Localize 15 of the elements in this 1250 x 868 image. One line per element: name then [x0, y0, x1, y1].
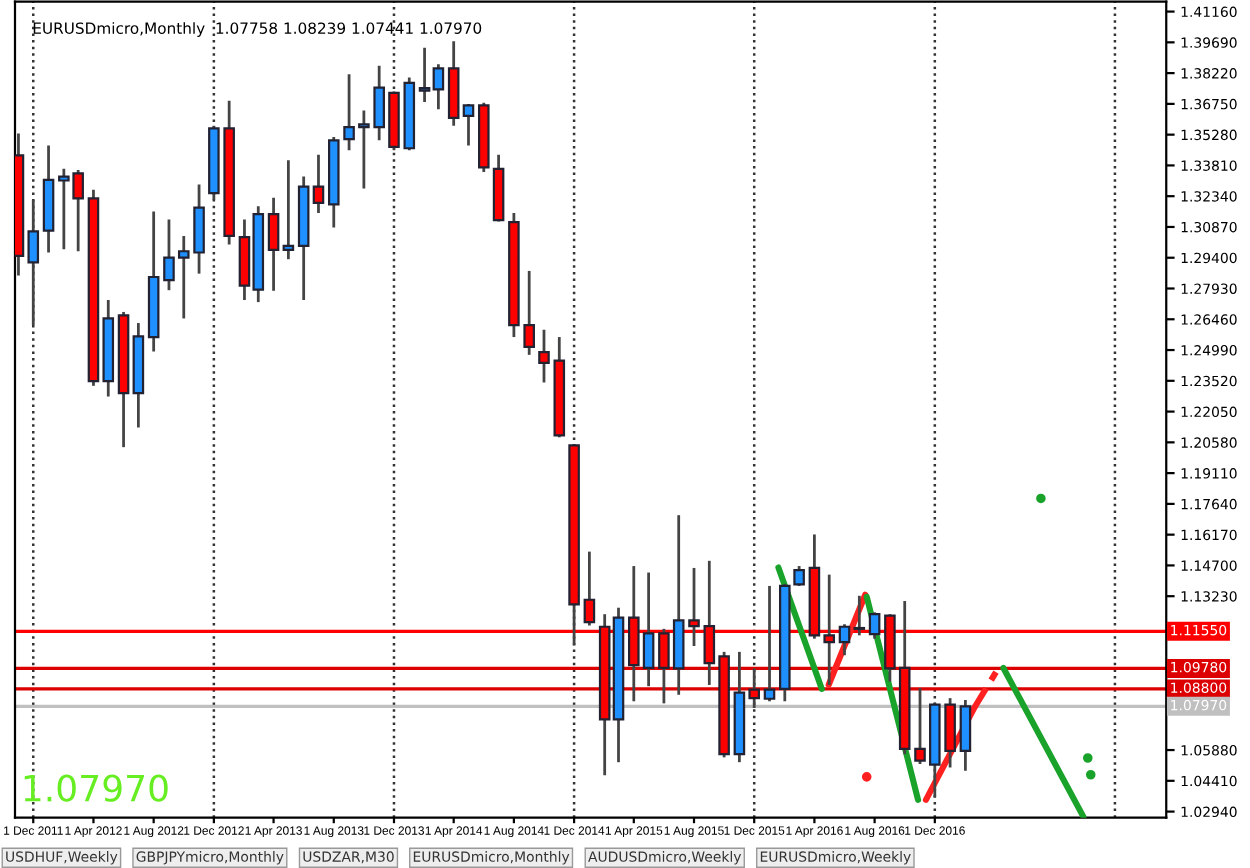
- point: [1083, 753, 1093, 763]
- candlestick: [838, 622, 851, 657]
- annotation: 1.07970: [24, 774, 168, 802]
- candlestick: [282, 158, 295, 261]
- candlestick: [312, 153, 325, 215]
- candlestick: [763, 584, 776, 703]
- candlestick: [959, 698, 972, 773]
- point: [861, 772, 872, 782]
- candlestick: [583, 550, 596, 627]
- point: [1036, 493, 1046, 504]
- point: [1085, 769, 1096, 780]
- candlestick: [868, 610, 881, 641]
- candlestick: [462, 102, 475, 147]
- candlestick: [267, 196, 280, 293]
- candlestick: [853, 594, 866, 637]
